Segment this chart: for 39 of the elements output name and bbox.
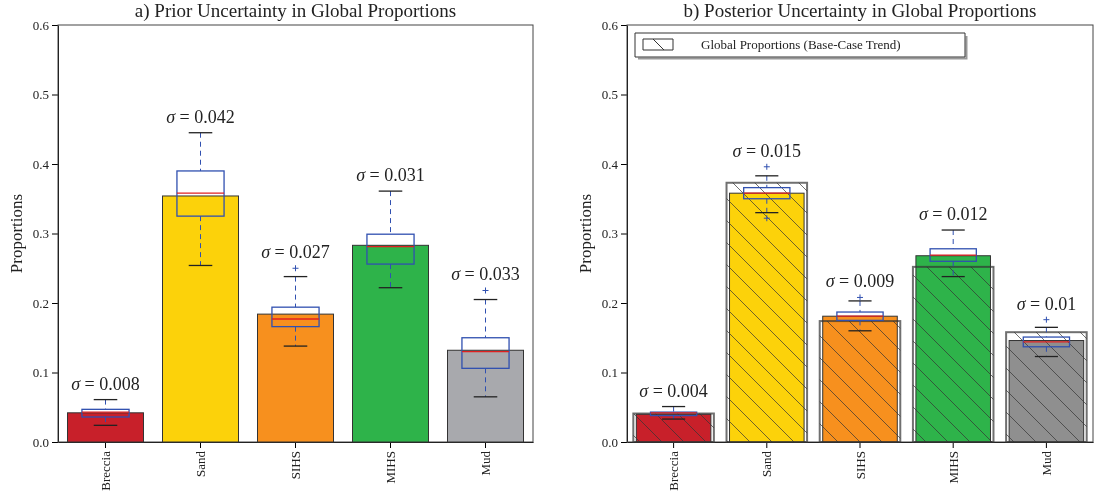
x-tick-label: Mud bbox=[1038, 450, 1054, 476]
y-tick-label: 0.3 bbox=[32, 226, 49, 242]
y-tick-label: 0.6 bbox=[32, 17, 50, 33]
x-tick-label: SIHS bbox=[288, 451, 304, 480]
annotation: σ = 0.033 bbox=[451, 264, 520, 285]
x-tick-label: Mud bbox=[478, 450, 494, 476]
y-tick-label: 0.5 bbox=[601, 87, 618, 103]
x-tick-label: MIHS bbox=[383, 451, 399, 484]
x-tick-label: SIHS bbox=[852, 451, 868, 480]
annotation: σ = 0.01 bbox=[1016, 293, 1077, 314]
y-tick-label: 0.2 bbox=[32, 295, 49, 311]
x-tick-label: Breccia bbox=[98, 450, 114, 491]
y-axis-title: Proportions bbox=[576, 193, 595, 274]
annotation: σ = 0.027 bbox=[261, 242, 330, 263]
y-tick-label: 0.6 bbox=[601, 17, 619, 33]
y-axis-title: Proportions bbox=[7, 193, 26, 274]
chart-title: b) Posterior Uncertainty in Global Proportions bbox=[683, 0, 1037, 22]
x-tick-label: MIHS bbox=[945, 451, 961, 484]
y-tick-label: 0.0 bbox=[32, 434, 49, 450]
annotation: σ = 0.012 bbox=[918, 204, 988, 225]
y-tick-label: 0.1 bbox=[32, 365, 49, 381]
y-tick-label: 0.0 bbox=[601, 434, 618, 450]
annotation: σ = 0.031 bbox=[356, 165, 425, 186]
annotation: σ = 0.004 bbox=[639, 380, 708, 401]
text: Global Proportions (Base-Case Trend) bbox=[701, 37, 901, 52]
y-tick-label: 0.2 bbox=[601, 295, 618, 311]
y-tick-label: 0.4 bbox=[32, 156, 50, 172]
y-tick-label: 0.5 bbox=[32, 87, 49, 103]
annotation: σ = 0.009 bbox=[825, 271, 895, 292]
annotation: σ = 0.015 bbox=[732, 140, 802, 161]
annotation: σ = 0.042 bbox=[166, 106, 235, 127]
x-tick-label: Sand bbox=[193, 450, 209, 477]
y-tick-label: 0.3 bbox=[601, 226, 618, 242]
annotation: σ = 0.008 bbox=[71, 373, 140, 394]
x-tick-label: Sand bbox=[759, 450, 775, 477]
x-tick-label: Breccia bbox=[666, 450, 682, 491]
y-tick-label: 0.1 bbox=[601, 365, 618, 381]
chart-title: a) Prior Uncertainty in Global Proportions bbox=[134, 0, 457, 22]
y-tick-label: 0.4 bbox=[601, 156, 619, 172]
